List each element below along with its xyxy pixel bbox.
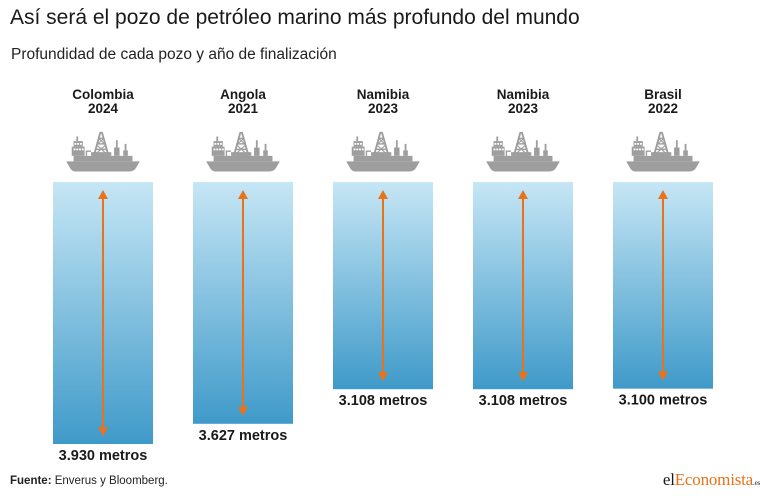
- year-label: 2022: [648, 101, 678, 116]
- year-label: 2023: [368, 101, 399, 116]
- arrow-head-bottom: [518, 372, 528, 382]
- drillship-icon: [626, 131, 700, 173]
- depth-value-label: 3.100 metros: [619, 393, 708, 409]
- arrow-head-bottom: [98, 427, 108, 436]
- brand-part2: Economista: [674, 470, 754, 489]
- arrow-head-top: [518, 190, 528, 199]
- depth-value-label: 3.930 metros: [59, 448, 148, 464]
- brand-part1: el: [662, 470, 675, 489]
- chart-subtitle: Profundidad de cada pozo y año de finali…: [11, 46, 337, 63]
- drillship-icon: [66, 131, 140, 173]
- drillship-icon: [206, 131, 280, 173]
- arrow-head-bottom: [658, 371, 668, 381]
- year-label: 2023: [508, 101, 539, 116]
- depth-value-label: 3.108 metros: [479, 393, 568, 409]
- country-label: Angola: [220, 87, 266, 102]
- country-label: Namibia: [357, 87, 410, 102]
- brand-logo: elEconomista.es: [663, 470, 760, 490]
- source-label: Fuente:: [10, 475, 52, 487]
- arrow-head-top: [98, 190, 108, 199]
- source-text: Enverus y Bloomberg.: [54, 475, 168, 487]
- country-label: Brasil: [644, 87, 682, 102]
- arrow-head-top: [238, 190, 248, 199]
- arrow-head-bottom: [238, 406, 248, 416]
- depth-value-label: 3.108 metros: [339, 393, 428, 409]
- country-label: Namibia: [497, 87, 550, 102]
- arrow-head-bottom: [378, 372, 388, 382]
- source-note: Fuente: Enverus y Bloomberg.: [10, 475, 168, 487]
- country-label: Colombia: [72, 87, 134, 102]
- arrow-head-top: [658, 190, 668, 199]
- brand-suffix: .es: [753, 479, 760, 487]
- drillship-icon: [486, 131, 560, 173]
- depth-value-label: 3.627 metros: [199, 428, 288, 444]
- drillship-icon: [346, 131, 420, 173]
- year-label: 2021: [228, 101, 259, 116]
- year-label: 2024: [88, 101, 119, 116]
- arrow-head-top: [378, 190, 388, 199]
- chart-title: Así será el pozo de petróleo marino más …: [10, 6, 580, 29]
